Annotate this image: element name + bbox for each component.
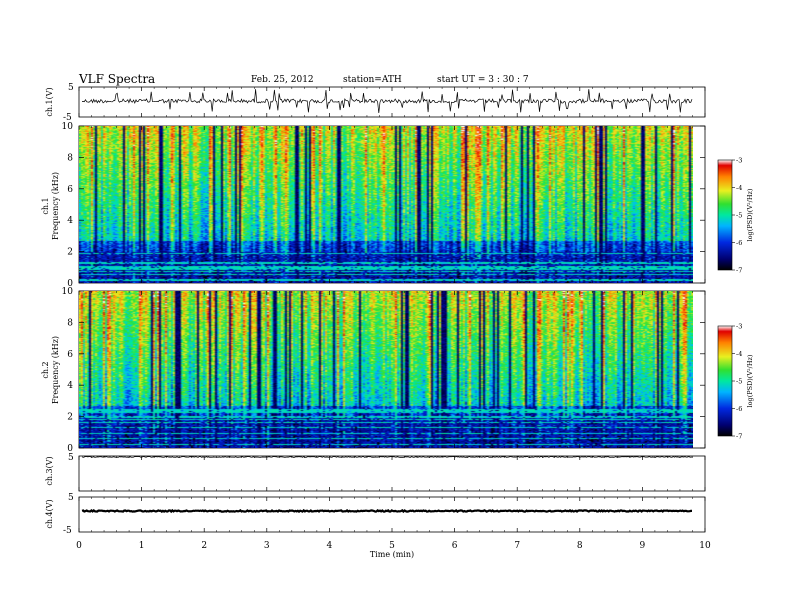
- ch3-waveform-frame: [78, 455, 706, 492]
- ch1-colorbar-ticks: -3 -4 -5 -6 -7: [732, 157, 742, 275]
- ch3-ytick-5: 5: [68, 453, 74, 463]
- frequency-tick-label: 6: [67, 350, 73, 360]
- frequency-tick-label: 0: [67, 444, 73, 454]
- ch4-waveform-frame: [78, 496, 706, 533]
- time-tick-label: 1: [139, 541, 145, 551]
- ch4-waveform-panel: 5 -5 ch.4(V): [45, 493, 706, 536]
- ch1-frequency-ticks: 0 2 4 6 8 10: [62, 122, 705, 289]
- ch4-ytick-neg5: -5: [63, 526, 72, 536]
- station-label: station=ATH: [343, 75, 402, 85]
- ch2-colorbar-label: log(PSD)(V²/Hz): [746, 354, 754, 407]
- time-tick-label: 8: [577, 541, 583, 551]
- ch1-ytick-5: 5: [68, 83, 74, 93]
- date-label: Feb. 25, 2012: [251, 75, 314, 85]
- ch4-waveform-ylabel: ch.4(V): [45, 499, 54, 528]
- ch3-waveform-ylabel: ch.3(V): [45, 456, 54, 485]
- ch1-waveform-trace: [81, 89, 693, 114]
- colorbar-tick-label: -7: [736, 267, 742, 275]
- time-tick-label: 10: [699, 541, 711, 551]
- frequency-tick-label: 8: [67, 318, 73, 328]
- ch1-spectrogram-panel: 0 2 4 6 8 10 ch.1 Frequency (kHz): [41, 122, 706, 289]
- frequency-tick-label: 0: [67, 279, 73, 289]
- time-axis-tick-labels: 0 1 2 3 4 5 6 7 8 9 10: [76, 541, 711, 551]
- time-tick-label: 5: [389, 541, 395, 551]
- colorbar-tick-label: -6: [736, 405, 742, 413]
- frequency-tick-label: 6: [67, 185, 73, 195]
- ch3-waveform-trace: [81, 456, 693, 458]
- time-tick-label: 7: [514, 541, 520, 551]
- ch1-waveform-panel: 5 -5 ch.1(V): [45, 83, 706, 123]
- frequency-tick-label: 2: [67, 248, 73, 258]
- ch1-waveform-ticks: [78, 87, 706, 117]
- time-tick-label: 4: [327, 541, 333, 551]
- frequency-tick-label: 4: [67, 381, 73, 391]
- frequency-tick-label: 8: [67, 153, 73, 163]
- time-tick-label: 6: [452, 541, 458, 551]
- ch2-spectrogram-ticks: [78, 291, 706, 448]
- ch1-frequency-axis-label: Frequency (kHz): [51, 172, 60, 240]
- ch1-colorbar: -3 -4 -5 -6 -7 log(PSD)(V²/Hz): [717, 157, 754, 275]
- time-tick-label: 3: [264, 541, 270, 551]
- colorbar-tick-label: -7: [736, 433, 742, 441]
- ch2-colorbar: -3 -4 -5 -6 -7 log(PSD)(V²/Hz): [717, 323, 754, 441]
- ch2-spectrogram-image: [79, 291, 693, 448]
- start-ut-label: start UT = 3 : 30 : 7: [437, 75, 529, 85]
- ch1-spectrogram-ticks: [78, 126, 706, 283]
- colorbar-tick-label: -3: [736, 323, 742, 331]
- frequency-tick-label: 4: [67, 216, 73, 226]
- frequency-tick-label: 10: [62, 287, 74, 297]
- ch4-waveform-trace: [81, 508, 692, 514]
- ch4-waveform-ticks: [78, 497, 706, 532]
- time-tick-label: 0: [76, 541, 82, 551]
- ch2-spectrogram-channel-label: ch.2: [41, 361, 50, 378]
- ch3-waveform-ticks: [78, 456, 706, 491]
- ch3-waveform-panel: 5 ch.3(V): [45, 453, 706, 492]
- ch2-colorbar-ticks: -3 -4 -5 -6 -7: [732, 323, 742, 441]
- time-tick-label: 9: [640, 541, 646, 551]
- ch1-ytick-neg5: -5: [63, 113, 72, 123]
- ch4-ytick-5: 5: [68, 493, 74, 503]
- ch1-spectrogram-channel-label: ch.1: [41, 197, 50, 214]
- ch1-colorbar-label: log(PSD)(V²/Hz): [746, 188, 754, 241]
- ch1-colorbar-bar: [717, 159, 733, 271]
- figure-header: VLF Spectra Feb. 25, 2012 station=ATH st…: [78, 72, 529, 86]
- ch1-spectrogram-image: [79, 126, 693, 283]
- ch2-colorbar-bar: [717, 325, 733, 437]
- ch1-waveform-ylabel: ch.1(V): [45, 87, 54, 116]
- colorbar-tick-label: -5: [736, 212, 742, 220]
- colorbar-tick-label: -3: [736, 157, 742, 165]
- frequency-tick-label: 10: [62, 122, 74, 132]
- ch2-frequency-ticks: 0 2 4 6 8 10: [62, 287, 705, 454]
- ch2-spectrogram-panel: 0 2 4 6 8 10 ch.2 Frequency (kHz): [41, 287, 706, 454]
- colorbar-tick-label: -5: [736, 378, 742, 386]
- time-tick-label: 2: [201, 541, 207, 551]
- figure-title: VLF Spectra: [78, 72, 155, 86]
- ch2-frequency-axis-label: Frequency (kHz): [51, 336, 60, 404]
- colorbar-tick-label: -4: [736, 350, 742, 358]
- colorbar-tick-label: -6: [736, 239, 742, 247]
- colorbar-tick-label: -4: [736, 184, 742, 192]
- frequency-tick-label: 2: [67, 413, 73, 423]
- time-axis-label: Time (min): [370, 550, 414, 559]
